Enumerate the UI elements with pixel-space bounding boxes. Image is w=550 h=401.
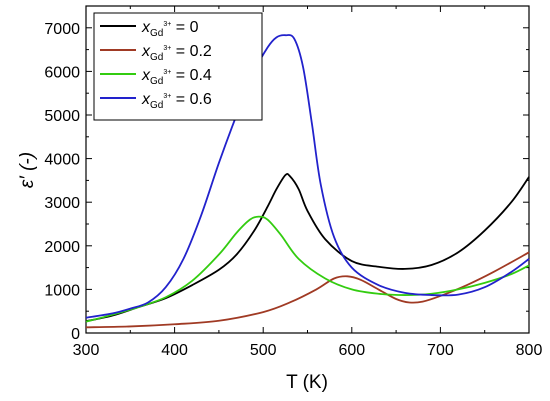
series-line-3	[85, 34, 530, 319]
y-tick-label: 7000	[44, 21, 80, 38]
y-axis-title: ε′ (-)	[17, 152, 38, 188]
legend-label-0: xGd3+ = 0	[141, 19, 199, 39]
x-tick-label: 300	[73, 342, 100, 359]
series-line-2	[85, 215, 530, 323]
legend-label-2: xGd3+ = 0.4	[141, 67, 212, 87]
y-tick-label: 1000	[44, 282, 80, 299]
x-axis-title: T (K)	[286, 372, 328, 393]
legend-box	[93, 12, 263, 121]
legend-label-3: xGd3+ = 0.6	[141, 91, 212, 111]
series-line-0	[85, 172, 530, 323]
y-tick-label: 2000	[44, 239, 80, 256]
x-tick-label: 700	[427, 342, 454, 359]
x-tick-label: 800	[516, 342, 543, 359]
y-tick-label: 6000	[44, 64, 80, 81]
y-tick-label: 0	[71, 326, 80, 343]
series-line-1	[85, 251, 530, 329]
y-tick-label: 3000	[44, 195, 80, 212]
legend-label-1: xGd3+ = 0.2	[141, 43, 212, 63]
y-tick-label: 5000	[44, 108, 80, 125]
y-tick-label: 4000	[44, 152, 80, 169]
x-tick-label: 600	[338, 342, 365, 359]
x-tick-label: 500	[250, 342, 277, 359]
x-tick-label: 400	[161, 342, 188, 359]
legend: xGd3+ = 0 xGd3+ = 0.2 xGd3+ = 0.4 xGd3+ = 0…	[93, 12, 263, 121]
x-tick-labels: 300 400 500 600 700 800	[73, 342, 543, 359]
y-tick-labels: 0 1000 2000 3000 4000 5000 6000 7000	[44, 21, 80, 343]
series-lines	[85, 34, 530, 329]
